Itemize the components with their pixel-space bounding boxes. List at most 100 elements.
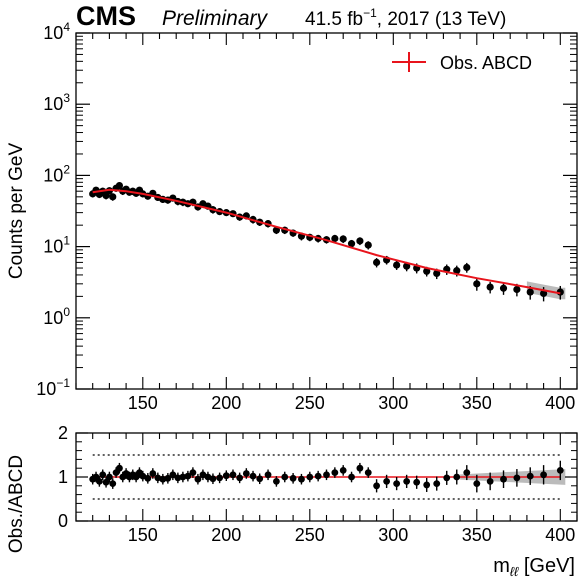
main-point: [453, 267, 461, 275]
ratio-point: [184, 472, 192, 480]
lumi-label: 41.5 fb−1, 2017 (13 TeV): [305, 6, 506, 30]
main-data-points: [89, 181, 564, 302]
ratio-point: [256, 475, 264, 483]
ratio-x-tick-label: 150: [128, 525, 158, 545]
main-point: [347, 240, 356, 248]
ratio-point: [556, 467, 564, 474]
ratio-point: [356, 464, 364, 472]
main-point: [473, 280, 481, 288]
main-panel: 104 103 102 101 100 10−1 150 200 250 300 350 400 C…: [6, 20, 578, 413]
ratio-y-tick-label: 0: [58, 511, 68, 531]
fit-line: [92, 188, 561, 295]
ratio-point: [169, 471, 177, 479]
main-y-tick-label: 101: [43, 234, 70, 257]
ratio-point: [526, 472, 534, 480]
main-y-tick-label: 100: [43, 305, 70, 328]
main-point: [115, 181, 124, 190]
main-x-tick-label: 250: [295, 393, 325, 413]
legend-label: Obs. ABCD: [440, 53, 532, 73]
ratio-point: [216, 474, 224, 482]
main-point: [331, 234, 339, 243]
ratio-point: [393, 480, 401, 487]
ratio-point: [423, 481, 431, 489]
ratio-point: [443, 474, 451, 482]
ratio-point: [273, 478, 280, 485]
main-x-tick-label: 200: [211, 393, 241, 413]
ratio-point: [331, 469, 339, 476]
ratio-point: [99, 471, 107, 479]
ratio-point: [249, 472, 257, 480]
ratio-point: [164, 474, 172, 482]
ratio-point: [149, 470, 157, 477]
chart-header: CMS Preliminary 41.5 fb−1, 2017 (13 TeV): [76, 1, 506, 31]
ratio-point: [323, 471, 330, 479]
ratio-point: [144, 474, 152, 482]
ratio-point: [179, 473, 187, 481]
main-point: [486, 283, 494, 291]
ratio-point: [348, 473, 355, 481]
ratio-x-tick-label: 200: [211, 525, 241, 545]
ratio-point: [236, 474, 244, 482]
main-point: [373, 258, 381, 266]
main-y-tick-label: 10−1: [36, 376, 70, 399]
ratio-x-tick-label: 350: [462, 525, 492, 545]
ratio-point: [194, 475, 202, 483]
ratio-point: [364, 469, 372, 476]
main-point: [339, 235, 347, 243]
main-point: [433, 269, 441, 278]
ratio-point: [473, 480, 481, 487]
ratio-x-tick-label: 250: [295, 525, 325, 545]
ratio-point: [116, 464, 123, 472]
ratio-point: [373, 482, 380, 490]
ratio-point: [109, 480, 117, 487]
ratio-point: [403, 478, 411, 485]
main-x-tick-label: 150: [128, 393, 158, 413]
main-point: [393, 261, 401, 269]
main-y-tick-label: 104: [43, 20, 70, 43]
ratio-y-tick-label: 2: [58, 423, 68, 443]
ratio-point: [189, 469, 197, 476]
main-point: [109, 193, 117, 201]
ratio-point: [174, 474, 182, 482]
ratio-point: [298, 475, 305, 483]
main-point: [423, 267, 431, 275]
ratio-point: [463, 469, 471, 476]
ratio-point: [289, 474, 297, 482]
ratio-point: [159, 475, 167, 483]
main-point: [403, 262, 411, 270]
main-point: [364, 241, 372, 249]
experiment-label: CMS: [76, 1, 136, 31]
ratio-y-tick-label: 1: [58, 467, 68, 487]
ratio-data-points: [89, 460, 564, 493]
ratio-point: [513, 474, 521, 482]
ratio-point: [222, 472, 230, 480]
x-axis-label: mℓℓ [GeV]: [493, 555, 575, 578]
main-y-axis: 104 103 102 101 100 10−1: [36, 20, 577, 399]
ratio-point: [500, 475, 507, 483]
ratio-point: [209, 475, 217, 483]
ratio-point: [339, 467, 347, 474]
main-x-tick-label: 300: [378, 393, 408, 413]
ratio-point: [242, 470, 250, 477]
main-point: [272, 226, 280, 234]
main-point: [540, 289, 548, 298]
ratio-point: [383, 478, 391, 485]
ratio-x-axis: 150 200 250 300 350 400: [75, 433, 578, 545]
main-y-axis-label: Counts per GeV: [6, 143, 27, 280]
ratio-point: [306, 473, 314, 481]
ratio-y-axis-label: Obs./ABCD: [6, 455, 27, 553]
ratio-point: [433, 480, 441, 487]
ratio-y-axis: 2 1 0: [58, 423, 577, 531]
ratio-point: [229, 471, 237, 479]
ratio-point: [413, 478, 421, 486]
ratio-point: [281, 473, 289, 481]
ratio-point: [314, 472, 322, 480]
main-plot-frame: [75, 32, 578, 390]
main-point: [356, 237, 364, 245]
ratio-point: [95, 478, 103, 485]
main-x-axis: 150 200 250 300 350 400: [75, 33, 578, 413]
ratio-point: [264, 471, 272, 479]
ratio-point: [106, 473, 113, 481]
ratio-point: [486, 478, 494, 485]
